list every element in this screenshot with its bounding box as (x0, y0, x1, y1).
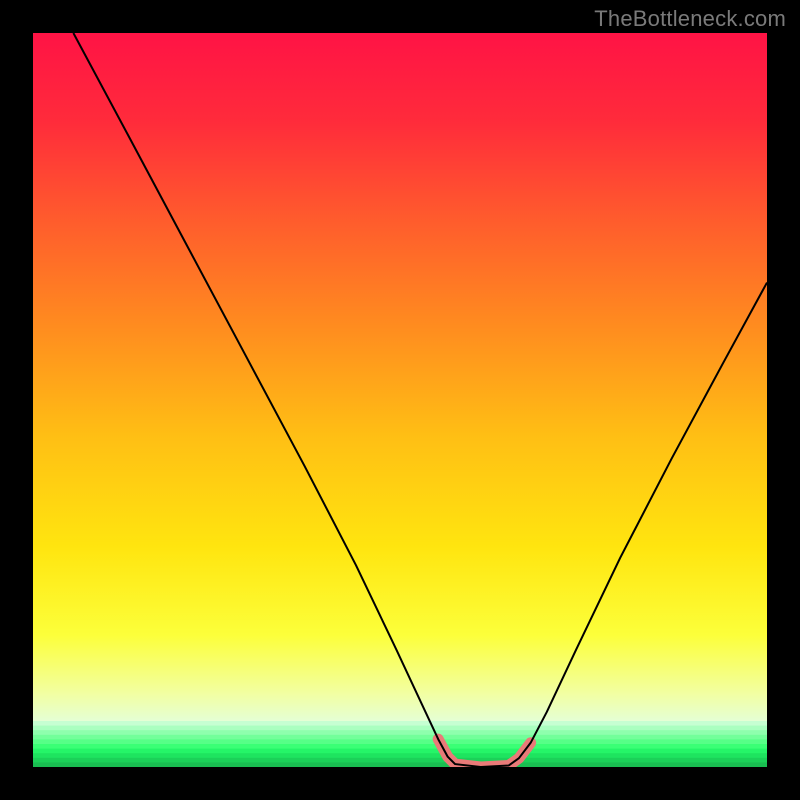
bottleneck-curve (33, 33, 767, 767)
curve-line (73, 33, 767, 767)
plot-area (33, 33, 767, 767)
trough-highlight (438, 739, 530, 767)
watermark-text: TheBottleneck.com (594, 6, 786, 32)
chart-frame: TheBottleneck.com (0, 0, 800, 800)
